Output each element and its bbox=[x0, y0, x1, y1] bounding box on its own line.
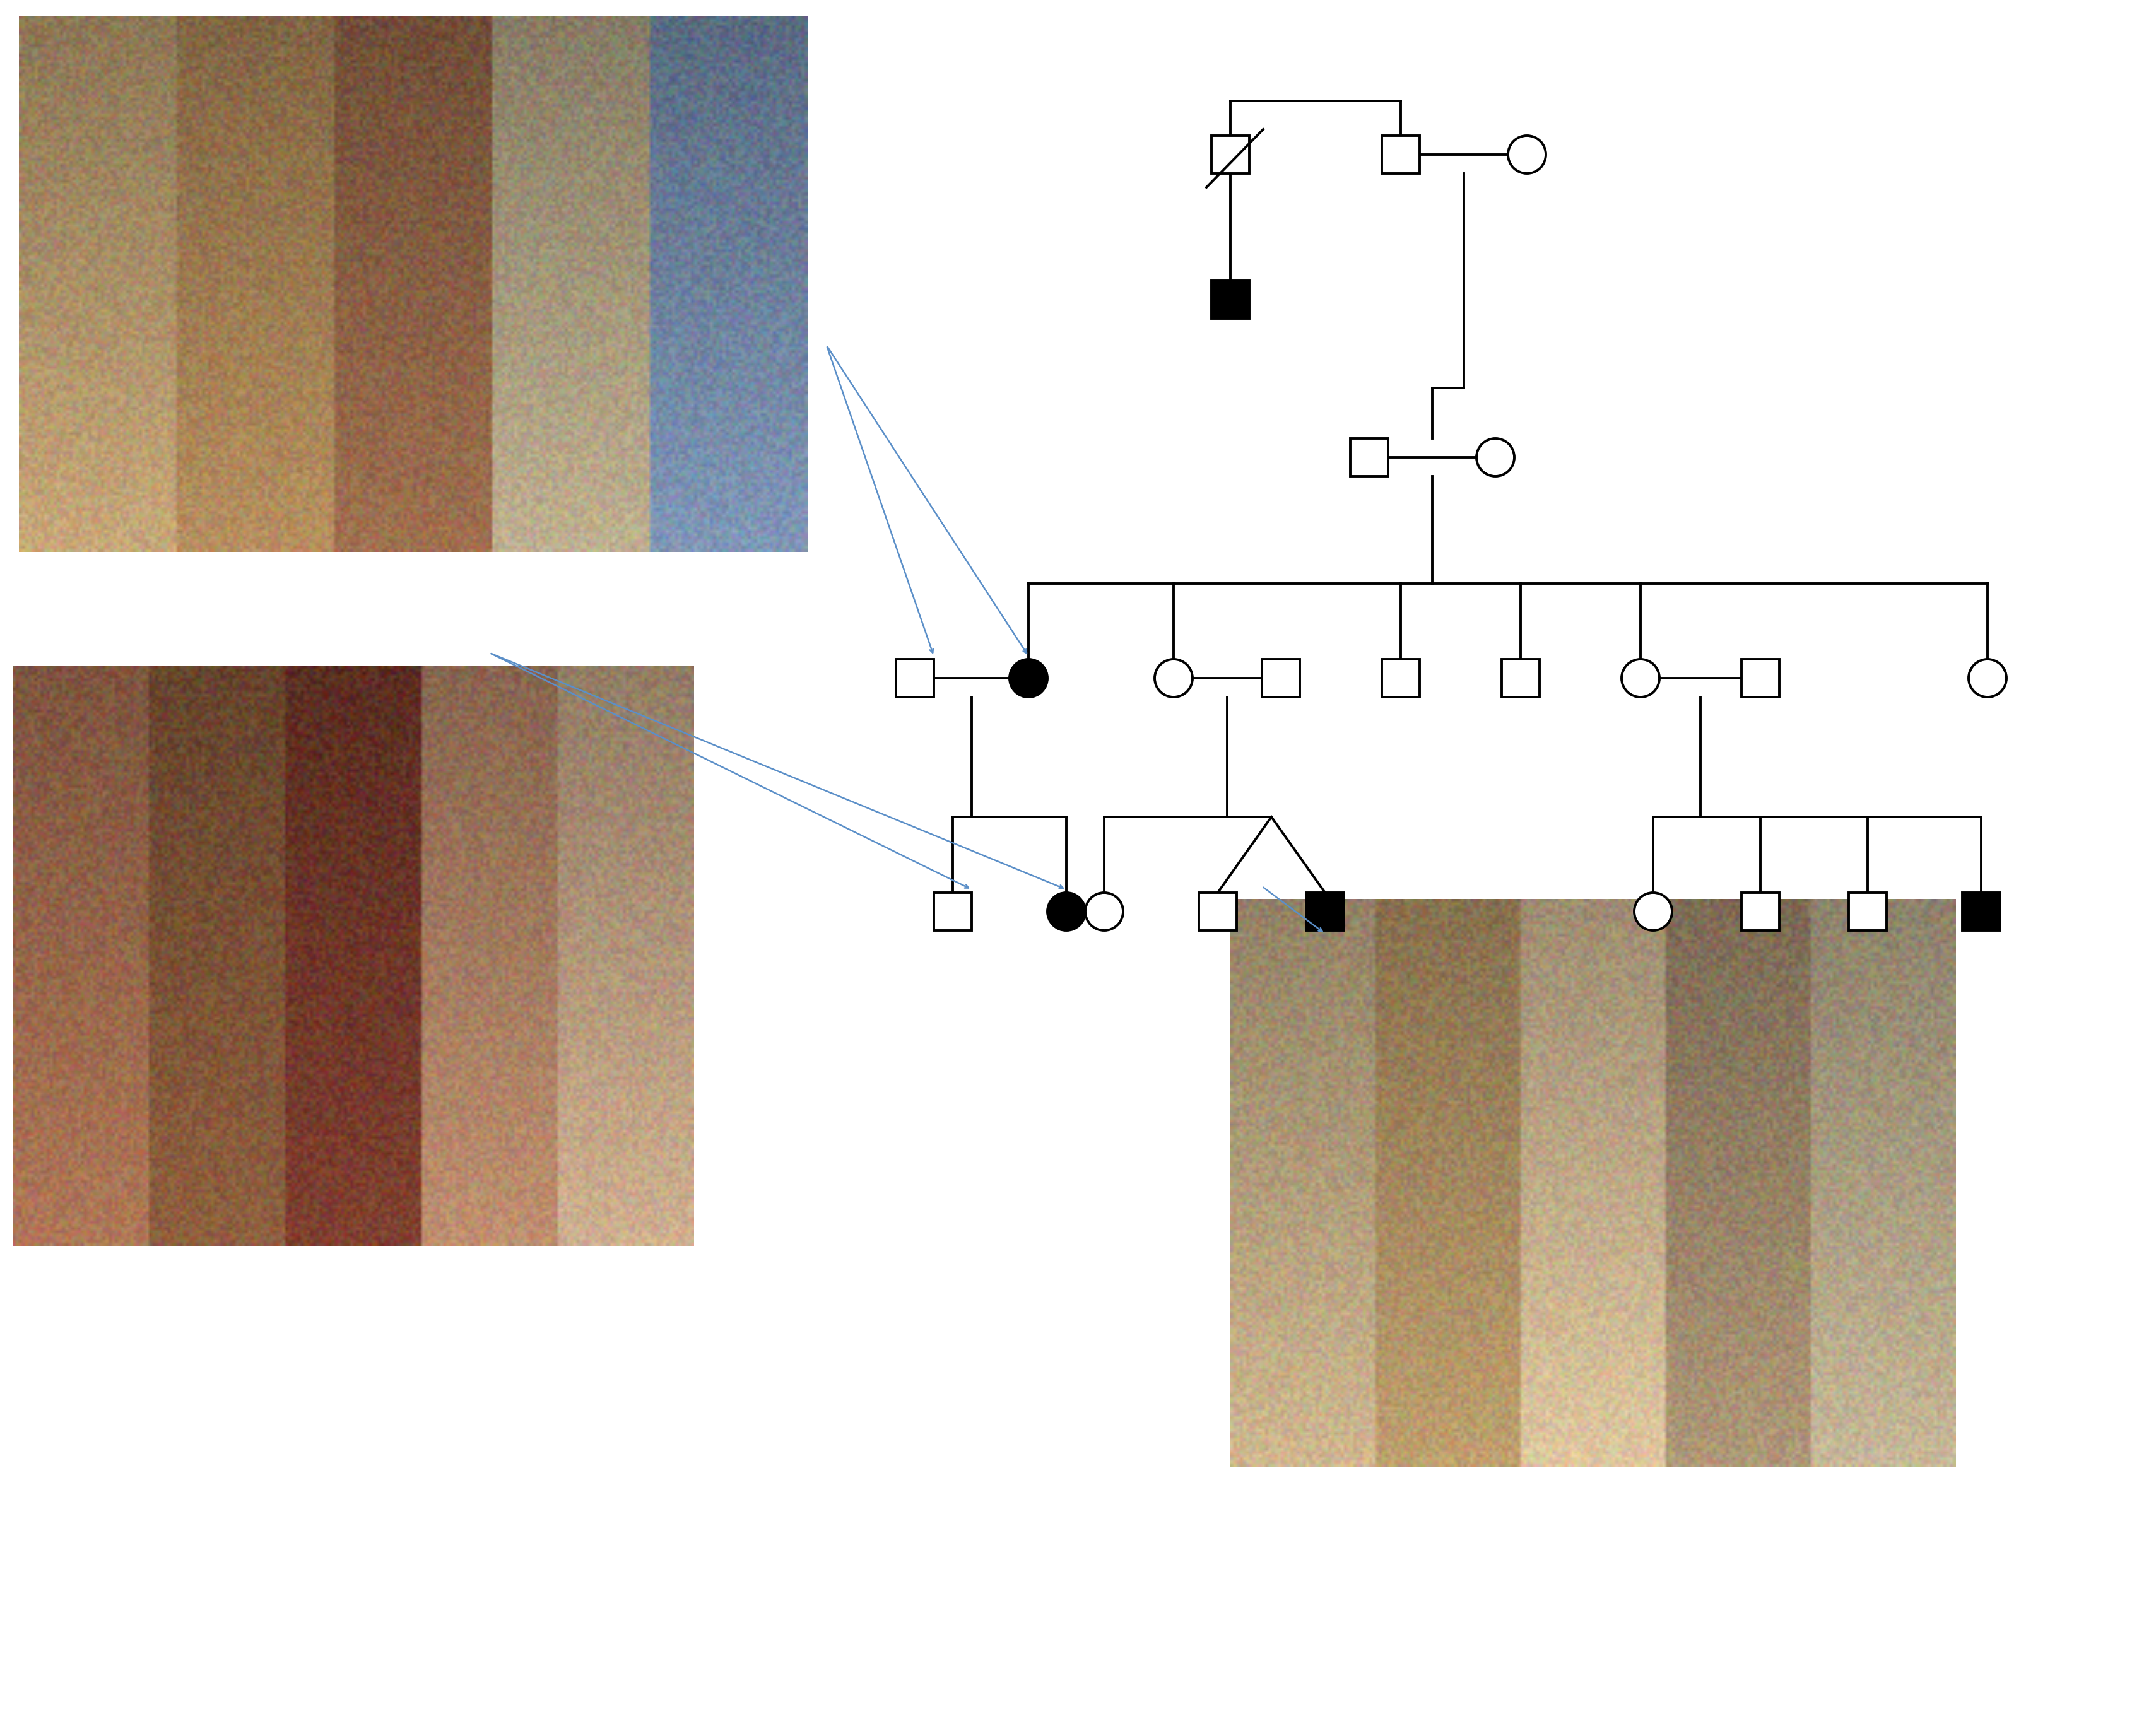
Bar bbox=[1742, 658, 1779, 698]
Bar bbox=[1307, 892, 1343, 930]
Bar bbox=[1742, 892, 1779, 930]
Circle shape bbox=[1507, 136, 1546, 174]
Bar bbox=[934, 892, 972, 930]
Bar bbox=[1212, 136, 1248, 174]
Circle shape bbox=[1621, 658, 1660, 698]
Bar bbox=[1382, 658, 1419, 698]
Circle shape bbox=[1968, 658, 2007, 698]
Circle shape bbox=[1009, 658, 1048, 698]
Bar bbox=[1261, 658, 1300, 698]
Circle shape bbox=[1084, 892, 1123, 930]
Bar bbox=[1962, 892, 2001, 930]
Bar bbox=[1212, 280, 1248, 318]
Circle shape bbox=[1477, 438, 1514, 476]
Circle shape bbox=[1634, 892, 1673, 930]
Bar bbox=[897, 658, 934, 698]
Bar bbox=[1848, 892, 1886, 930]
Bar bbox=[1199, 892, 1238, 930]
Bar bbox=[1382, 136, 1419, 174]
Circle shape bbox=[1156, 658, 1192, 698]
Bar bbox=[1350, 438, 1388, 476]
Circle shape bbox=[1048, 892, 1084, 930]
Bar bbox=[1503, 658, 1539, 698]
